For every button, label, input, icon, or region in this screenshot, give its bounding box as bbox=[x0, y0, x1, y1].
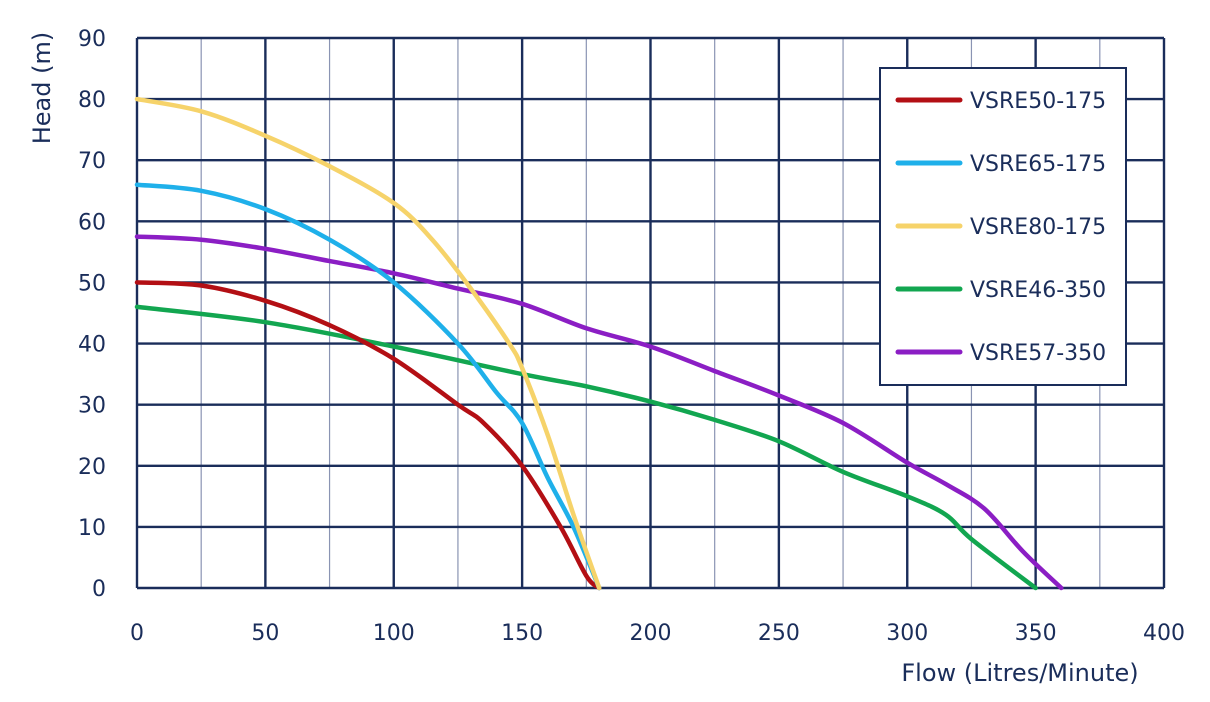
legend-label: VSRE65-175 bbox=[970, 152, 1106, 177]
y-axis-label: Head (m) bbox=[28, 32, 56, 145]
y-tick-label: 60 bbox=[78, 210, 106, 235]
series-line-vsre57-350 bbox=[134, 234, 1064, 591]
x-tick-label: 50 bbox=[251, 621, 279, 646]
series-line-vsre65-175 bbox=[134, 182, 602, 591]
y-tick-label: 10 bbox=[78, 516, 106, 541]
tick-labels: 0 50 100 150 200 250 300 350 400 0 10 20 30 40 50 60 70 8… bbox=[78, 27, 1185, 646]
y-tick-label: 80 bbox=[78, 88, 106, 113]
y-tick-label: 0 bbox=[92, 577, 106, 602]
y-tick-label: 40 bbox=[78, 333, 106, 358]
x-tick-label: 350 bbox=[1015, 621, 1057, 646]
x-tick-label: 100 bbox=[373, 621, 415, 646]
legend: VSRE50-175 VSRE65-175 VSRE80-175 VSRE46-350… bbox=[879, 67, 1127, 386]
series-lines bbox=[134, 96, 1064, 591]
legend-label: VSRE46-350 bbox=[970, 278, 1106, 303]
x-tick-label: 150 bbox=[501, 621, 543, 646]
series-line-vsre80-175 bbox=[134, 96, 602, 591]
y-tick-label: 30 bbox=[78, 394, 106, 419]
legend-label: VSRE80-175 bbox=[970, 215, 1106, 240]
x-axis-label: Flow (Litres/Minute) bbox=[901, 659, 1138, 687]
x-tick-label: 250 bbox=[758, 621, 800, 646]
x-tick-label: 0 bbox=[130, 621, 144, 646]
legend-label: VSRE50-175 bbox=[970, 89, 1106, 114]
x-tick-label: 400 bbox=[1143, 621, 1185, 646]
legend-label: VSRE57-350 bbox=[970, 341, 1106, 366]
x-tick-label: 200 bbox=[630, 621, 672, 646]
series-line-vsre50-175 bbox=[134, 280, 602, 591]
y-tick-label: 90 bbox=[78, 27, 106, 52]
y-tick-label: 70 bbox=[78, 149, 106, 174]
y-tick-label: 20 bbox=[78, 455, 106, 480]
x-tick-label: 300 bbox=[886, 621, 928, 646]
y-tick-label: 50 bbox=[78, 271, 106, 296]
